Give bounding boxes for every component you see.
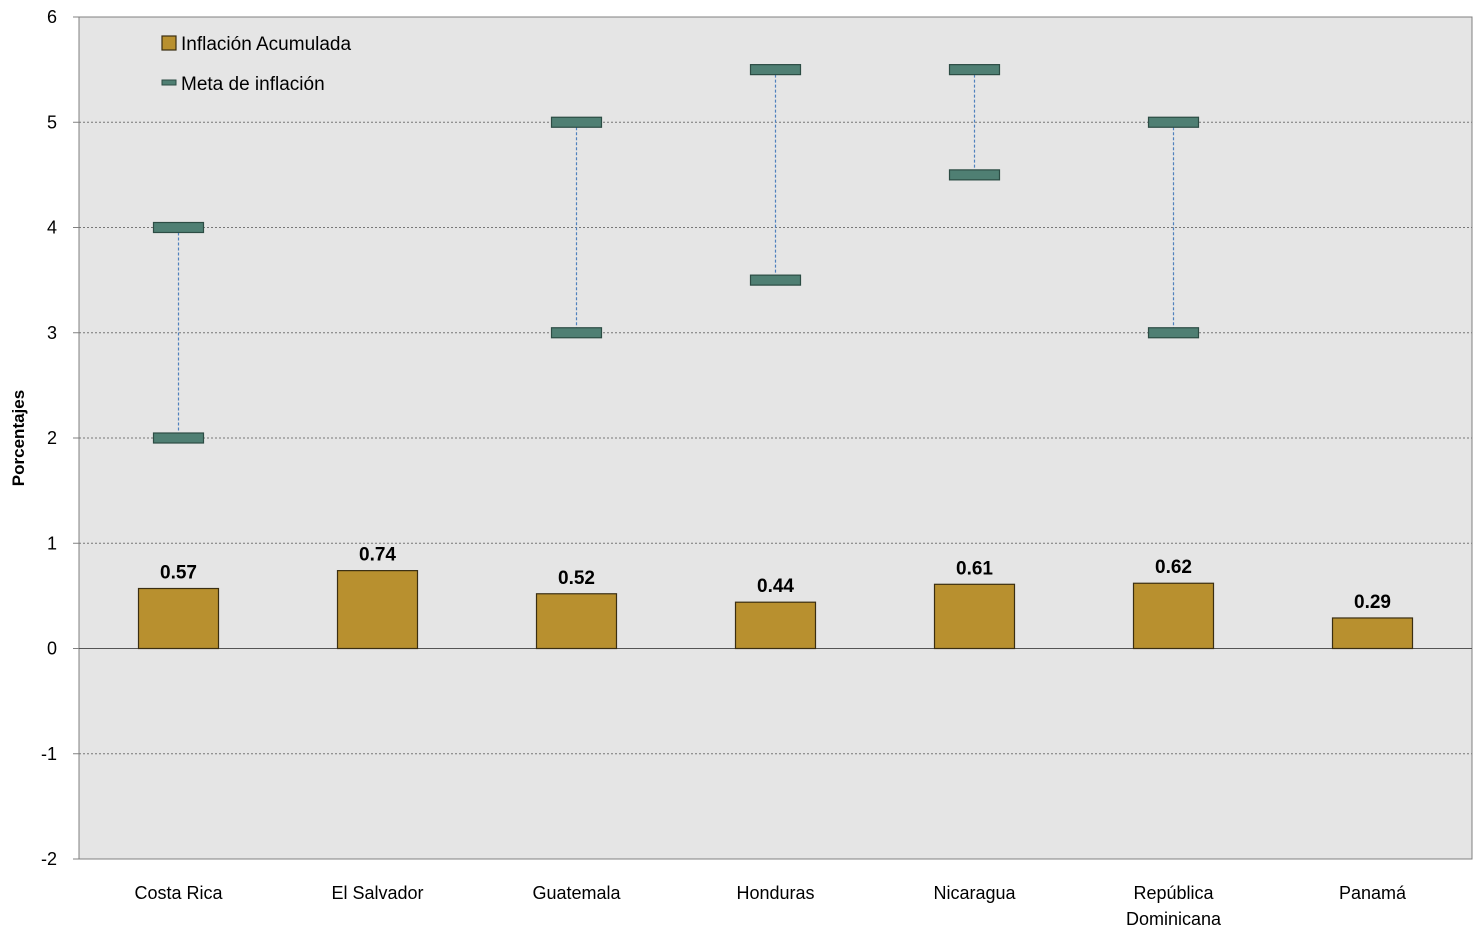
meta-upper-marker — [749, 64, 802, 76]
legend-label: Meta de inflación — [181, 74, 325, 95]
x-axis: Costa Rica El Salvador Guatemala Honduras Ni… — [134, 883, 1407, 929]
bar-data-label: 0.61 — [956, 558, 993, 579]
legend-label: Inflación Acumulada — [181, 34, 351, 55]
x-category-label: Honduras — [736, 883, 814, 903]
meta-upper-marker — [550, 116, 603, 128]
meta-lower-marker — [1147, 327, 1200, 339]
x-category-label: Costa Rica — [134, 883, 223, 903]
y-tick-label: -2 — [41, 849, 57, 869]
legend-swatch-bar — [161, 35, 177, 51]
meta-lower-marker — [749, 274, 802, 286]
y-axis: -2 -1 0 1 2 3 4 5 6 — [41, 7, 79, 869]
x-category-label: Dominicana — [1126, 909, 1222, 929]
y-tick-label: 6 — [47, 7, 57, 27]
bar-data-label: 0.57 — [160, 563, 197, 584]
bar-data-label: 0.62 — [1155, 557, 1192, 578]
bar-data-label: 0.29 — [1354, 592, 1391, 613]
meta-upper-marker — [1147, 116, 1200, 128]
bar — [1132, 582, 1215, 650]
x-category-label: República — [1133, 883, 1214, 903]
x-category-label: El Salvador — [331, 883, 423, 903]
y-tick-label: 2 — [47, 428, 57, 448]
y-axis-label: Porcentajes — [9, 390, 28, 486]
meta-lower-marker — [152, 432, 205, 444]
x-category-label: Nicaragua — [933, 883, 1016, 903]
meta-upper-marker — [948, 64, 1001, 76]
bar — [535, 593, 618, 650]
meta-lower-marker — [550, 327, 603, 339]
bar-data-label: 0.52 — [558, 568, 595, 589]
y-tick-label: 5 — [47, 112, 57, 132]
legend-swatch-meta — [161, 79, 177, 86]
y-tick-label: 3 — [47, 323, 57, 343]
meta-upper-marker — [152, 221, 205, 234]
bar — [933, 583, 1016, 650]
bar — [1331, 617, 1414, 650]
bars: 0.57 0.74 0.52 0.44 0.61 0.62 0.29 — [137, 545, 1414, 650]
bar — [336, 570, 419, 650]
y-tick-label: -1 — [41, 744, 57, 764]
meta-ranges — [152, 64, 1200, 444]
bar-data-label: 0.44 — [757, 576, 794, 597]
bar — [734, 601, 817, 650]
bar — [137, 587, 220, 650]
x-category-label: Guatemala — [532, 883, 621, 903]
y-tick-label: 0 — [47, 639, 57, 659]
x-category-label: Panamá — [1339, 883, 1407, 903]
legend: Inflación Acumulada Meta de inflación — [161, 34, 351, 95]
y-tick-label: 4 — [47, 218, 57, 238]
meta-lower-marker — [948, 169, 1001, 181]
bar-data-label: 0.74 — [359, 545, 396, 566]
y-tick-label: 1 — [47, 533, 57, 553]
